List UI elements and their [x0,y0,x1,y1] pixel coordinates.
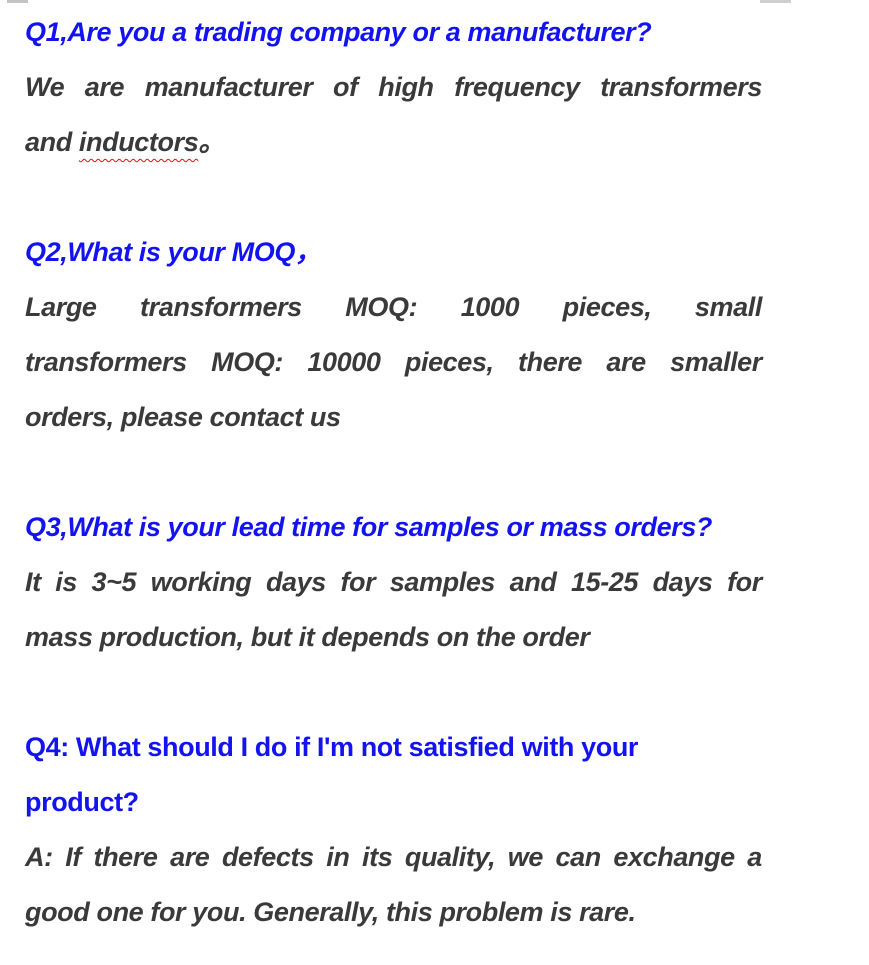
word: and [509,567,557,597]
paragraph-spacer [25,445,762,500]
word: MOQ: [345,292,418,322]
word: a [747,842,762,872]
answer-q2-line3: orders, please contact us [25,402,341,432]
answer-q3-line1: It is 3~5 working days for samples and 15-25 days… [25,555,762,610]
word: It [25,567,41,597]
word: are [84,72,125,102]
question-q1: Q1,Are you a trading company or a manufa… [25,17,652,47]
word: transformers [25,347,187,377]
word: manufacturer [144,72,313,102]
word: of [333,72,358,102]
word: there [518,347,583,377]
word: for [340,567,376,597]
answer-q4-line2: good one for you. Generally, this proble… [25,897,636,927]
word: are [606,347,646,377]
word: samples [389,567,496,597]
question-q4-line1: Q4: What should I do if I'm not satisfie… [25,732,639,762]
word: is [55,567,77,597]
word: transformers [140,292,302,322]
faq-section-q3: Q3,What is your lead time for samples or… [25,500,762,665]
word: quality, [404,842,496,872]
answer-q1-line1: We are manufacturer of high frequency transfor… [25,60,762,115]
faq-section-q1: Q1,Are you a trading company or a manufa… [25,5,762,170]
word: working [150,567,252,597]
page-edge-artifact-right [760,0,791,3]
word: 1000 [460,292,520,322]
ideographic-full-stop: 。 [198,127,225,157]
word: If [65,842,81,872]
question-q4-line2: product? [25,787,139,817]
word: pieces, [404,347,494,377]
word: small [694,292,762,322]
spellcheck-flagged-word: inductors [78,127,199,157]
word: days [652,567,713,597]
word: are [170,842,210,872]
word: 15-25 [570,567,639,597]
word: there [93,842,158,872]
answer-q4-line1: A: If there are defects in its quality, we can exc… [25,830,762,885]
word: 10000 [307,347,381,377]
word: for [727,567,762,597]
answer-q1-line2: and inductors。 [25,115,762,170]
word: pieces, [562,292,652,322]
document-body: Q1,Are you a trading company or a manufa… [25,5,762,940]
question-q3: Q3,What is your lead time for samples or… [25,512,713,542]
word: A: [25,842,53,872]
answer-q2-line2: transformers MOQ: 10000 pieces, there are smal… [25,335,762,390]
word: days [265,567,326,597]
paragraph-spacer [25,170,762,225]
paragraph-spacer [25,665,762,720]
word: high [378,72,434,102]
answer-q3-line2: mass production, but it depends on the o… [25,622,590,652]
word: exchange [613,842,735,872]
word: We [25,72,65,102]
word: transformers [600,72,762,102]
answer-q1-line2-text: and [25,127,79,157]
word: we [507,842,544,872]
word: defects [221,842,314,872]
word: in [326,842,350,872]
page-edge-artifact-left [7,0,28,3]
word: can [555,842,602,872]
answer-q2-line1: Large transformers MOQ: 1000 pieces, small [25,280,762,335]
word: smaller [670,347,762,377]
word: 3~5 [91,567,137,597]
faq-section-q2: Q2,What is your MOQ， Large transformers MO… [25,225,762,445]
faq-section-q4: Q4: What should I do if I'm not satisfie… [25,720,762,940]
question-q2: Q2,What is your MOQ， [25,237,322,267]
word: frequency [454,72,580,102]
word: its [362,842,393,872]
word: MOQ: [211,347,284,377]
word: Large [25,292,97,322]
